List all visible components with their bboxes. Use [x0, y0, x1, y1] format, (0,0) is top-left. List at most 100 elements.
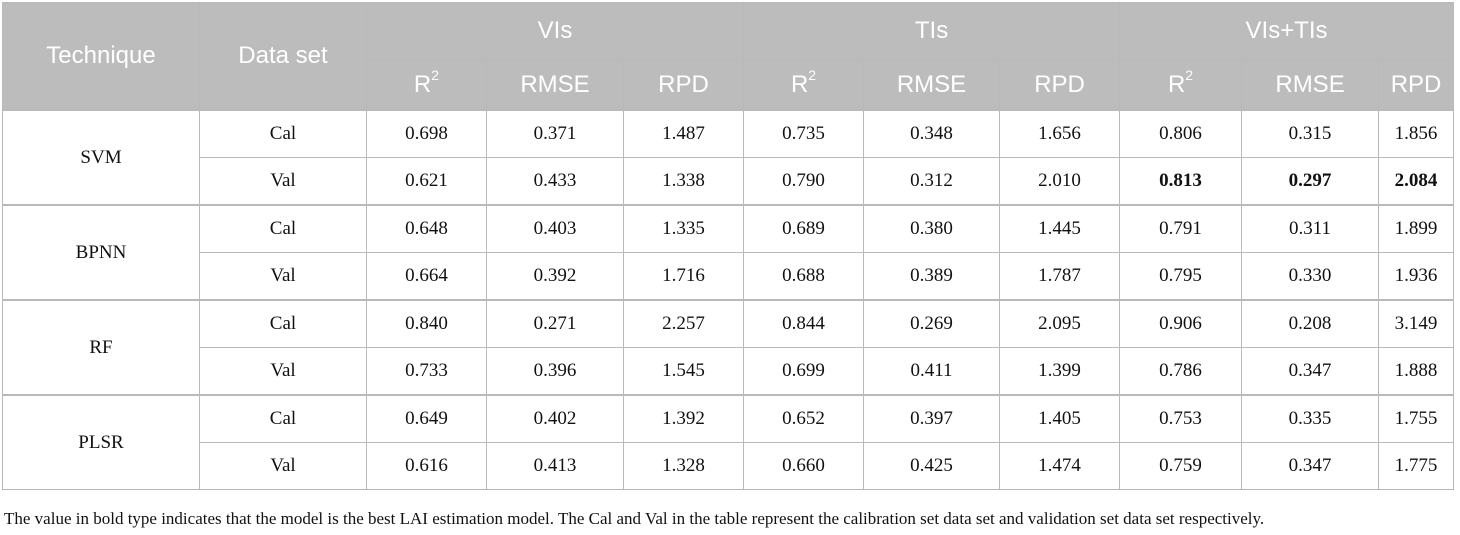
value-cell: 0.392 — [486, 252, 624, 301]
value-cell: 1.545 — [622, 347, 745, 396]
value-cell: 0.621 — [366, 157, 487, 206]
table-row: RF Cal 0.840 0.271 2.257 0.844 0.269 2.095 0.906… — [2, 299, 1455, 396]
technique-cell: BPNN — [2, 204, 200, 301]
value-cell: 1.399 — [999, 347, 1121, 396]
data-set-cell: Val — [199, 442, 367, 490]
table-row: SVM Cal 0.698 0.371 1.487 0.735 0.348 1.656 0.80… — [2, 109, 1455, 206]
value-cell: 0.335 — [1241, 394, 1380, 443]
value-cell: 0.347 — [1241, 442, 1380, 490]
value-cell: 0.271 — [486, 299, 624, 348]
header-group-vis: VIs — [365, 2, 745, 60]
value-cell: 0.698 — [366, 109, 487, 158]
value-cell: 0.312 — [863, 157, 1001, 206]
value-cell: 0.660 — [743, 442, 865, 490]
value-cell: 1.335 — [622, 204, 745, 253]
value-cell: 0.806 — [1119, 109, 1243, 158]
value-cell: 0.433 — [486, 157, 624, 206]
data-set-cell: Cal — [199, 109, 367, 158]
value-cell: 0.906 — [1119, 299, 1243, 348]
value-cell: 0.397 — [863, 394, 1001, 443]
header-technique: Technique — [2, 2, 200, 111]
value-cell: 0.735 — [743, 109, 865, 158]
header-r2: R2 — [1119, 59, 1243, 111]
value-cell: 1.445 — [999, 204, 1121, 253]
data-set-cell: Val — [199, 157, 367, 206]
technique-cell: SVM — [2, 109, 200, 206]
header-r2: R2 — [743, 59, 865, 111]
value-cell: 2.257 — [622, 299, 745, 348]
value-cell: 0.413 — [486, 442, 624, 490]
value-cell: 0.411 — [863, 347, 1001, 396]
header-group-vis-tis: VIs+TIs — [1119, 2, 1455, 60]
value-cell: 0.371 — [486, 109, 624, 158]
value-cell: 0.347 — [1241, 347, 1380, 396]
value-cell: 0.208 — [1241, 299, 1380, 348]
value-cell: 0.753 — [1119, 394, 1243, 443]
value-cell: 1.888 — [1378, 347, 1455, 396]
value-cell: 0.269 — [863, 299, 1001, 348]
value-cell: 0.759 — [1119, 442, 1243, 490]
header-rmse: RMSE — [863, 59, 1001, 111]
header-rmse: RMSE — [1241, 59, 1380, 111]
data-set-cell: Val — [199, 347, 367, 396]
value-cell: 0.389 — [863, 252, 1001, 301]
value-cell: 0.297 — [1241, 157, 1380, 206]
header-rmse: RMSE — [486, 59, 624, 111]
data-set-cell: Val — [199, 252, 367, 301]
value-cell: 0.791 — [1119, 204, 1243, 253]
value-cell: 1.338 — [622, 157, 745, 206]
results-table-container: Technique Data set VIs TIs VIs+TIs R2 RM… — [2, 2, 1455, 490]
value-cell: 0.786 — [1119, 347, 1243, 396]
value-cell: 0.652 — [743, 394, 865, 443]
header-rpd: RPD — [1378, 59, 1455, 111]
header-data-set: Data set — [199, 2, 367, 111]
value-cell: 0.795 — [1119, 252, 1243, 301]
value-cell: 0.330 — [1241, 252, 1380, 301]
value-cell: 2.010 — [999, 157, 1121, 206]
value-cell: 0.699 — [743, 347, 865, 396]
value-cell: 1.487 — [622, 109, 745, 158]
value-cell: 0.616 — [366, 442, 487, 490]
value-cell: 0.311 — [1241, 204, 1380, 253]
value-cell: 0.403 — [486, 204, 624, 253]
value-cell: 0.664 — [366, 252, 487, 301]
data-set-cell: Cal — [199, 204, 367, 253]
table-row: Val 0.733 0.396 1.545 0.699 0.411 1.399 0.786 0.… — [3, 347, 1455, 396]
value-cell: 0.315 — [1241, 109, 1380, 158]
table-row: Val 0.664 0.392 1.716 0.688 0.389 1.787 0.795 0.… — [3, 252, 1455, 301]
technique-cell: PLSR — [2, 394, 200, 490]
table-footnote: The value in bold type indicates that th… — [4, 509, 1265, 528]
value-cell: 1.755 — [1378, 394, 1455, 443]
data-set-cell: Cal — [199, 299, 367, 348]
value-cell: 0.396 — [486, 347, 624, 396]
value-cell: 0.813 — [1119, 157, 1243, 206]
value-cell: 0.402 — [486, 394, 624, 443]
value-cell: 0.380 — [863, 204, 1001, 253]
value-cell: 0.733 — [366, 347, 487, 396]
value-cell: 1.392 — [622, 394, 745, 443]
value-cell: 2.084 — [1378, 157, 1455, 206]
value-cell: 1.899 — [1378, 204, 1455, 253]
table-row: BPNN Cal 0.648 0.403 1.335 0.689 0.380 1.445 0.7… — [2, 204, 1455, 301]
table-body: SVM Cal 0.698 0.371 1.487 0.735 0.348 1.656 0.80… — [2, 109, 1455, 490]
header-r2: R2 — [366, 59, 487, 111]
value-cell: 1.328 — [622, 442, 745, 490]
value-cell: 0.688 — [743, 252, 865, 301]
table-row: Val 0.621 0.433 1.338 0.790 0.312 2.010 0.813 0.… — [3, 157, 1455, 206]
data-set-cell: Cal — [199, 394, 367, 443]
technique-cell: RF — [2, 299, 200, 396]
results-table: Technique Data set VIs TIs VIs+TIs R2 RM… — [2, 2, 1455, 490]
table-row: Val 0.616 0.413 1.328 0.660 0.425 1.474 0.759 0.… — [3, 442, 1455, 490]
value-cell: 0.840 — [366, 299, 487, 348]
table-row: PLSR Cal 0.649 0.402 1.392 0.652 0.397 1.405 0.7… — [2, 394, 1455, 490]
value-cell: 1.936 — [1378, 252, 1455, 301]
value-cell: 0.425 — [863, 442, 1001, 490]
value-cell: 0.348 — [863, 109, 1001, 158]
value-cell: 0.844 — [743, 299, 865, 348]
value-cell: 1.787 — [999, 252, 1121, 301]
value-cell: 1.405 — [999, 394, 1121, 443]
value-cell: 0.689 — [743, 204, 865, 253]
header-group-tis: TIs — [743, 2, 1121, 60]
header-rpd: RPD — [999, 59, 1121, 111]
value-cell: 2.095 — [999, 299, 1121, 348]
